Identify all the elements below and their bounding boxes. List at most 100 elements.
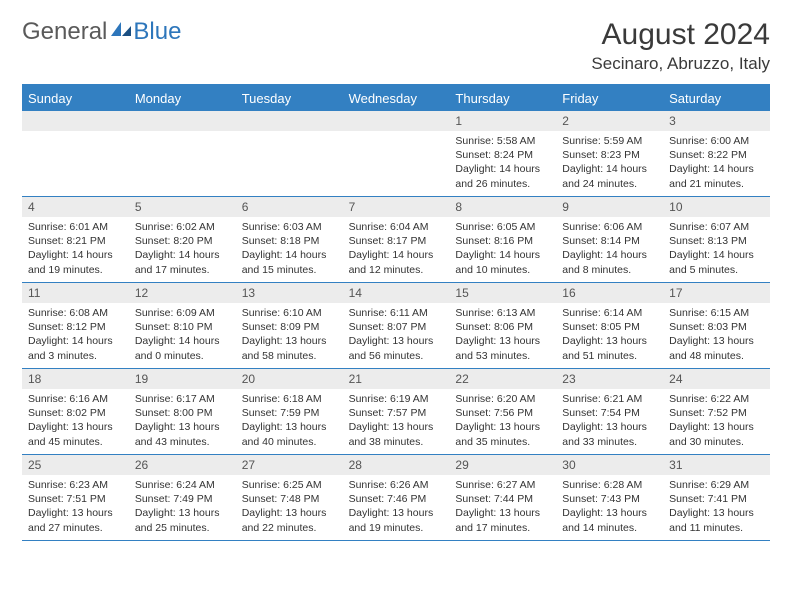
sunset-line: Sunset: 8:12 PM: [28, 320, 123, 334]
daylight-line: Daylight: 13 hours and 19 minutes.: [349, 506, 444, 534]
sunrise-line: Sunrise: 6:00 AM: [669, 134, 764, 148]
day-number: 29: [449, 455, 556, 475]
day-cell: 31Sunrise: 6:29 AMSunset: 7:41 PMDayligh…: [663, 455, 770, 540]
day-body: Sunrise: 6:29 AMSunset: 7:41 PMDaylight:…: [663, 475, 770, 539]
weekday-header: Monday: [129, 86, 236, 111]
sunrise-line: Sunrise: 6:06 AM: [562, 220, 657, 234]
day-body: Sunrise: 6:24 AMSunset: 7:49 PMDaylight:…: [129, 475, 236, 539]
sunset-line: Sunset: 7:56 PM: [455, 406, 550, 420]
day-cell: 1Sunrise: 5:58 AMSunset: 8:24 PMDaylight…: [449, 111, 556, 196]
day-body: Sunrise: 6:07 AMSunset: 8:13 PMDaylight:…: [663, 217, 770, 281]
day-cell: 11 Sunrise: 6:08 AMSunset: 8:12 PMDayligh…: [22, 283, 129, 368]
sunrise-line: Sunrise: 6:26 AM: [349, 478, 444, 492]
daylight-line: Daylight: 13 hours and 38 minutes.: [349, 420, 444, 448]
day-number: [129, 111, 236, 131]
day-number: 18: [22, 369, 129, 389]
sunset-line: Sunset: 7:57 PM: [349, 406, 444, 420]
day-body: Sunrise: 6:23 AMSunset: 7:51 PMDaylight:…: [22, 475, 129, 539]
sunrise-line: Sunrise: 5:59 AM: [562, 134, 657, 148]
daylight-line: Daylight: 13 hours and 33 minutes.: [562, 420, 657, 448]
day-body: Sunrise: 6:22 AMSunset: 7:52 PMDaylight:…: [663, 389, 770, 453]
day-number: 6: [236, 197, 343, 217]
day-body: Sunrise: 6:02 AMSunset: 8:20 PMDaylight:…: [129, 217, 236, 281]
day-body: Sunrise: 6:15 AMSunset: 8:03 PMDaylight:…: [663, 303, 770, 367]
logo-sail-icon: [109, 20, 133, 38]
day-number: 1: [449, 111, 556, 131]
day-cell: 6Sunrise: 6:03 AMSunset: 8:18 PMDaylight…: [236, 197, 343, 282]
sunset-line: Sunset: 8:07 PM: [349, 320, 444, 334]
sunrise-line: Sunrise: 6:02 AM: [135, 220, 230, 234]
sunset-line: Sunset: 7:59 PM: [242, 406, 337, 420]
calendar-page: General Blue August 2024 Secinaro, Abruz…: [0, 0, 792, 551]
day-cell: 3Sunrise: 6:00 AMSunset: 8:22 PMDaylight…: [663, 111, 770, 196]
sunrise-line: Sunrise: 6:03 AM: [242, 220, 337, 234]
daylight-line: Daylight: 13 hours and 58 minutes.: [242, 334, 337, 362]
sunset-line: Sunset: 8:00 PM: [135, 406, 230, 420]
day-cell: 9Sunrise: 6:06 AMSunset: 8:14 PMDaylight…: [556, 197, 663, 282]
day-body: Sunrise: 6:27 AMSunset: 7:44 PMDaylight:…: [449, 475, 556, 539]
sunset-line: Sunset: 8:23 PM: [562, 148, 657, 162]
day-body: Sunrise: 6:18 AMSunset: 7:59 PMDaylight:…: [236, 389, 343, 453]
day-body: Sunrise: 6:03 AMSunset: 8:18 PMDaylight:…: [236, 217, 343, 281]
daylight-line: Daylight: 14 hours and 10 minutes.: [455, 248, 550, 276]
sunset-line: Sunset: 8:18 PM: [242, 234, 337, 248]
sunrise-line: Sunrise: 6:22 AM: [669, 392, 764, 406]
sunset-line: Sunset: 8:17 PM: [349, 234, 444, 248]
day-number: 22: [449, 369, 556, 389]
sunset-line: Sunset: 7:44 PM: [455, 492, 550, 506]
sunset-line: Sunset: 7:48 PM: [242, 492, 337, 506]
day-cell: 17Sunrise: 6:15 AMSunset: 8:03 PMDayligh…: [663, 283, 770, 368]
day-body: Sunrise: 6:25 AMSunset: 7:48 PMDaylight:…: [236, 475, 343, 539]
daylight-line: Daylight: 13 hours and 56 minutes.: [349, 334, 444, 362]
daylight-line: Daylight: 14 hours and 19 minutes.: [28, 248, 123, 276]
sunset-line: Sunset: 7:46 PM: [349, 492, 444, 506]
daylight-line: Daylight: 14 hours and 3 minutes.: [28, 334, 123, 362]
calendar-grid: SundayMondayTuesdayWednesdayThursdayFrid…: [22, 84, 770, 541]
day-cell: 18Sunrise: 6:16 AMSunset: 8:02 PMDayligh…: [22, 369, 129, 454]
sunrise-line: Sunrise: 5:58 AM: [455, 134, 550, 148]
day-cell: [129, 111, 236, 196]
sunrise-line: Sunrise: 6:27 AM: [455, 478, 550, 492]
daylight-line: Daylight: 14 hours and 26 minutes.: [455, 162, 550, 190]
daylight-line: Daylight: 14 hours and 5 minutes.: [669, 248, 764, 276]
sunrise-line: Sunrise: 6:29 AM: [669, 478, 764, 492]
day-body: Sunrise: 6:13 AMSunset: 8:06 PMDaylight:…: [449, 303, 556, 367]
sunset-line: Sunset: 8:16 PM: [455, 234, 550, 248]
sunset-line: Sunset: 8:22 PM: [669, 148, 764, 162]
daylight-line: Daylight: 13 hours and 43 minutes.: [135, 420, 230, 448]
day-body: Sunrise: 6:20 AMSunset: 7:56 PMDaylight:…: [449, 389, 556, 453]
week-row: 25Sunrise: 6:23 AMSunset: 7:51 PMDayligh…: [22, 455, 770, 541]
sunset-line: Sunset: 8:20 PM: [135, 234, 230, 248]
day-cell: 24Sunrise: 6:22 AMSunset: 7:52 PMDayligh…: [663, 369, 770, 454]
daylight-line: Daylight: 13 hours and 22 minutes.: [242, 506, 337, 534]
day-number: 17: [663, 283, 770, 303]
weekday-header: Sunday: [22, 86, 129, 111]
sunset-line: Sunset: 8:06 PM: [455, 320, 550, 334]
week-row: 1Sunrise: 5:58 AMSunset: 8:24 PMDaylight…: [22, 111, 770, 197]
day-number: 30: [556, 455, 663, 475]
day-cell: [22, 111, 129, 196]
day-number: 3: [663, 111, 770, 131]
sunset-line: Sunset: 8:14 PM: [562, 234, 657, 248]
day-cell: 4Sunrise: 6:01 AMSunset: 8:21 PMDaylight…: [22, 197, 129, 282]
day-body: Sunrise: 6:04 AMSunset: 8:17 PMDaylight:…: [343, 217, 450, 281]
day-number: 11: [22, 283, 129, 303]
sunrise-line: Sunrise: 6:23 AM: [28, 478, 123, 492]
sunset-line: Sunset: 7:41 PM: [669, 492, 764, 506]
day-cell: 15Sunrise: 6:13 AMSunset: 8:06 PMDayligh…: [449, 283, 556, 368]
day-cell: 20Sunrise: 6:18 AMSunset: 7:59 PMDayligh…: [236, 369, 343, 454]
sunrise-line: Sunrise: 6:07 AM: [669, 220, 764, 234]
day-body: Sunrise: 5:59 AMSunset: 8:23 PMDaylight:…: [556, 131, 663, 195]
day-number: 21: [343, 369, 450, 389]
day-cell: [343, 111, 450, 196]
sunset-line: Sunset: 8:09 PM: [242, 320, 337, 334]
sunrise-line: Sunrise: 6:15 AM: [669, 306, 764, 320]
day-number: 12: [129, 283, 236, 303]
logo-text-part2: Blue: [133, 18, 181, 46]
sunrise-line: Sunrise: 6:10 AM: [242, 306, 337, 320]
sunset-line: Sunset: 8:13 PM: [669, 234, 764, 248]
sunset-line: Sunset: 8:03 PM: [669, 320, 764, 334]
sunrise-line: Sunrise: 6:05 AM: [455, 220, 550, 234]
sunrise-line: Sunrise: 6:08 AM: [28, 306, 123, 320]
sunrise-line: Sunrise: 6:17 AM: [135, 392, 230, 406]
